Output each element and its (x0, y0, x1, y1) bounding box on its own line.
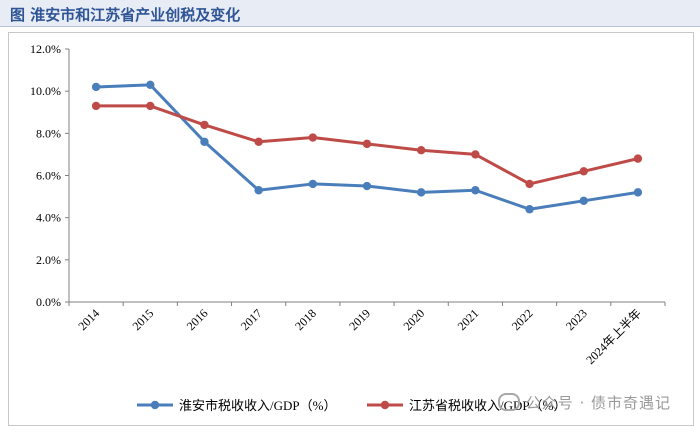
y-tick-label: 10.0% (30, 84, 61, 98)
y-tick-label: 6.0% (36, 169, 61, 183)
x-tick-label: 2014 (75, 306, 102, 333)
legend-marker (380, 400, 390, 410)
legend-label: 江苏省税收收入/GDP（%） (409, 398, 566, 413)
y-tick-label: 8.0% (36, 126, 61, 140)
x-tick-label: 2019 (346, 306, 373, 333)
data-point (91, 101, 101, 111)
data-point (200, 137, 209, 146)
data-point (200, 120, 209, 130)
y-tick-label: 12.0% (30, 42, 61, 56)
chart-title: 图 淮安市和江苏省产业创税及变化 (10, 6, 241, 24)
watermark: 公众号 · 债市奇遇记 (497, 392, 671, 413)
data-point (633, 154, 643, 163)
data-point (525, 205, 534, 214)
x-tick-label: 2017 (238, 306, 265, 333)
x-tick-label: 2016 (184, 306, 211, 333)
chart-panel: 0.0% 2.0% 4.0% 6.0% 8.0% 10.0% 12.0% 2014 2015 20… (8, 32, 694, 426)
data-point (416, 146, 426, 155)
wechat-icon (497, 393, 520, 411)
watermark-text: 公众号 · 债市奇遇记 (525, 394, 671, 412)
x-tick-label: 2018 (292, 306, 319, 333)
x-tick-label: 2022 (509, 306, 536, 333)
line-chart: 0.0% 2.0% 4.0% 6.0% 8.0% 10.0% 12.0% 2014 2015 20… (30, 42, 666, 413)
data-point (633, 188, 643, 197)
data-point (525, 179, 534, 189)
title-bar: 图 淮安市和江苏省产业创税及变化 (0, 0, 700, 27)
y-tick-label: 2.0% (36, 253, 61, 267)
data-point (579, 167, 588, 176)
legend-label: 淮安市税收收入/GDP（%） (179, 398, 336, 413)
y-tick-label: 0.0% (36, 295, 61, 309)
y-tick-label: 4.0% (36, 211, 61, 225)
x-tick-label: 2021 (455, 306, 482, 333)
data-point (308, 179, 318, 189)
x-tick-label: 2020 (400, 306, 427, 333)
data-point (579, 196, 588, 205)
data-point (146, 80, 155, 90)
data-point (254, 186, 263, 195)
data-point (308, 133, 318, 142)
x-tick-label: 2023 (563, 306, 590, 333)
data-point (471, 186, 480, 195)
x-tick-label: 2015 (130, 306, 157, 333)
x-tick-label: 2024年上半年 (583, 306, 644, 367)
data-point (362, 139, 372, 149)
data-point (91, 82, 101, 92)
data-point (254, 137, 263, 146)
data-point (362, 181, 372, 191)
legend-marker (150, 400, 160, 410)
data-point (416, 188, 426, 197)
data-point (146, 101, 155, 111)
data-point (471, 150, 480, 159)
